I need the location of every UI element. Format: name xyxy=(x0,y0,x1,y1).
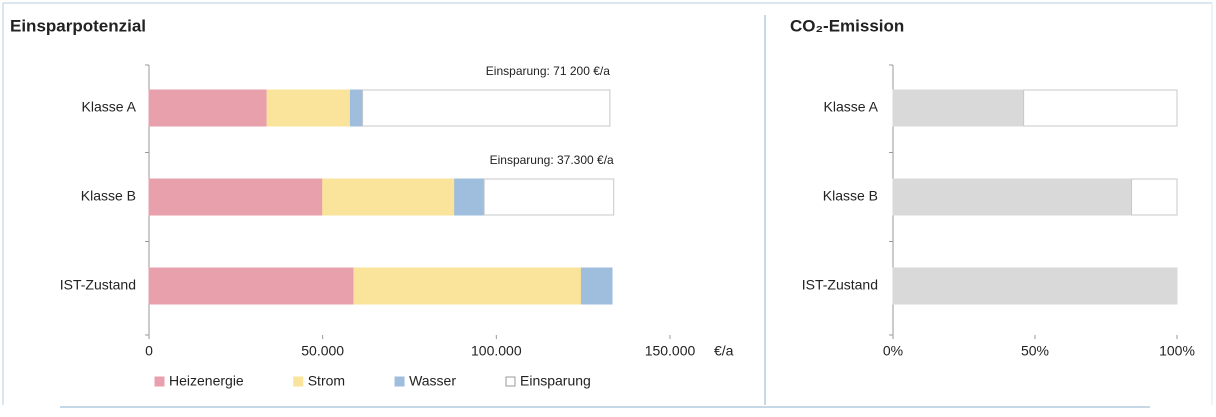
value-label: Einsparung: 71 200 €/a xyxy=(486,64,610,78)
legend-swatch xyxy=(293,376,304,387)
chart-title: CO₂-Emission xyxy=(790,16,904,35)
bar-segment xyxy=(1023,89,1178,127)
x-tick-label: 50% xyxy=(1021,343,1049,359)
x-tick-label: 50.000 xyxy=(301,343,344,359)
legend-swatch xyxy=(394,376,405,387)
legend-label: Heizenergie xyxy=(169,373,244,389)
value-label: Einsparung: 37.300 €/a xyxy=(490,153,614,167)
legend-swatch xyxy=(505,376,516,387)
legend-label: Wasser xyxy=(409,373,456,389)
bar-segment xyxy=(892,178,1133,216)
bar-segment xyxy=(892,267,1178,305)
bar-segment xyxy=(148,178,324,216)
x-tick-label: 100.000 xyxy=(471,343,522,359)
bar-segment xyxy=(454,178,485,216)
category-label: Klasse A xyxy=(82,99,137,115)
category-label: Klasse A xyxy=(824,99,879,115)
category-label: Klasse B xyxy=(81,188,136,204)
chart-title: Einsparpotenzial xyxy=(10,16,146,35)
x-tick-label: 0 xyxy=(145,343,153,359)
x-tick-label: 150.000 xyxy=(645,343,696,359)
bar-segment xyxy=(1131,178,1178,216)
category-label: Klasse B xyxy=(823,188,878,204)
bar-segment xyxy=(349,89,364,127)
category-label: IST-Zustand xyxy=(60,277,136,293)
legend-label: Einsparung xyxy=(520,373,591,389)
x-axis-label: €/a xyxy=(714,343,734,359)
category-label: IST-Zustand xyxy=(802,277,878,293)
bar-segment xyxy=(483,178,615,216)
legend-label: Strom xyxy=(308,373,345,389)
bar-segment xyxy=(353,267,582,305)
bar-segment xyxy=(580,267,613,305)
x-tick-label: 0% xyxy=(883,343,903,359)
bar-segment xyxy=(148,267,355,305)
bar-segment xyxy=(322,178,456,216)
legend-swatch xyxy=(154,376,165,387)
x-tick-label: 100% xyxy=(1159,343,1195,359)
bar-segment xyxy=(266,89,351,127)
bar-segment xyxy=(892,89,1025,127)
bar-segment xyxy=(362,89,611,127)
bar-segment xyxy=(148,89,268,127)
